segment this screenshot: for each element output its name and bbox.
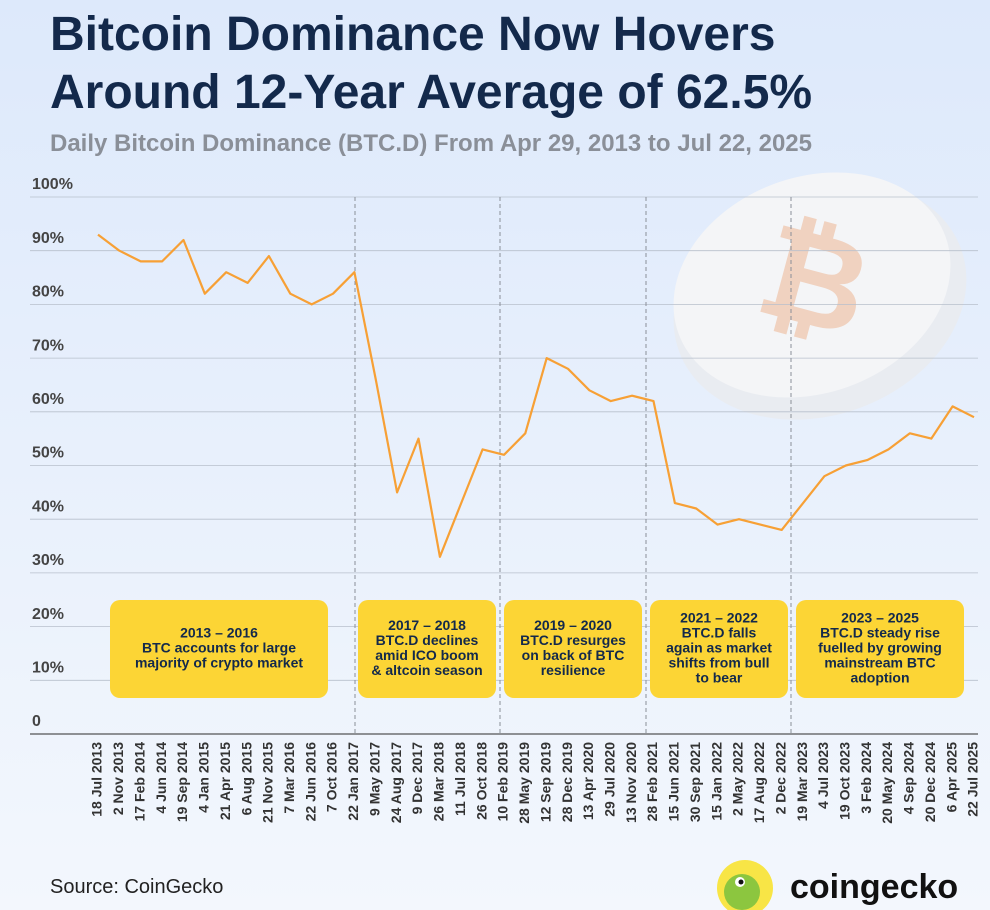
annotation-box [796, 600, 964, 698]
x-tick-label: 2 May 2022 [730, 742, 746, 816]
x-tick-label: 4 Sep 2024 [901, 742, 917, 815]
x-tick-label: 18 Jul 2013 [89, 742, 105, 817]
y-tick-label: 70% [32, 337, 64, 354]
y-tick-label: 30% [32, 552, 64, 569]
x-tick-label: 10 Feb 2019 [495, 742, 511, 822]
annotation-text: BTC.D falls [682, 625, 757, 641]
x-tick-label: 20 May 2024 [879, 742, 895, 824]
chart-subtitle: Daily Bitcoin Dominance (BTC.D) From Apr… [50, 130, 812, 157]
y-tick-label: 50% [32, 445, 64, 462]
x-tick-label: 22 Jun 2016 [302, 742, 318, 822]
x-tick-label: 17 Aug 2022 [751, 742, 767, 823]
era-dividers [354, 197, 792, 735]
annotation-box [504, 600, 642, 698]
annotation-text: BTC.D steady rise [820, 625, 940, 641]
x-tick-label: 4 Jul 2023 [815, 742, 831, 809]
annotation-text: shifts from bull [668, 655, 769, 671]
x-tick-label: 6 Aug 2015 [238, 742, 254, 816]
x-tick-label: 13 Nov 2020 [623, 742, 639, 823]
y-tick-label: 0 [32, 713, 41, 730]
x-tick-label: 19 Mar 2023 [794, 742, 810, 822]
annotation-text: majority of crypto market [135, 655, 303, 671]
x-tick-label: 9 Dec 2017 [409, 742, 425, 815]
dominance-line [97, 233, 975, 558]
chart-title: Bitcoin Dominance Now Hovers Around 12-Y… [50, 8, 813, 119]
x-tick-label: 29 Jul 2020 [601, 742, 617, 817]
x-tick-label: 21 Apr 2015 [217, 742, 233, 820]
annotation-text: adoption [850, 670, 909, 686]
annotation-title: 2017 – 2018 [388, 617, 466, 633]
x-tick-label: 17 Feb 2014 [131, 742, 147, 822]
x-tick-label: 22 Jan 2017 [345, 742, 361, 821]
x-tick-label: 13 Apr 2020 [580, 742, 596, 820]
y-tick-label: 40% [32, 498, 64, 515]
annotation-title: 2019 – 2020 [534, 617, 612, 633]
x-tick-label: 9 May 2017 [366, 742, 382, 816]
annotation-text: amid ICO boom [375, 647, 478, 663]
y-tick-label: 100% [32, 176, 73, 193]
annotation-title: 2021 – 2022 [680, 610, 758, 626]
annotation-box [358, 600, 496, 698]
x-tick-label: 7 Mar 2016 [281, 742, 297, 814]
y-tick-label: 20% [32, 606, 64, 623]
x-tick-label: 24 Aug 2017 [388, 742, 404, 823]
annotation-text: & altcoin season [371, 662, 482, 678]
annotation-title: 2023 – 2025 [841, 610, 919, 626]
y-tick-label: 10% [32, 660, 64, 677]
annotation-title: 2013 – 2016 [180, 625, 258, 641]
x-tick-label: 28 May 2019 [516, 742, 532, 824]
y-tick-label: 60% [32, 391, 64, 408]
x-tick-label: 11 Jul 2018 [452, 742, 468, 816]
x-tick-label: 12 Sep 2019 [537, 742, 553, 822]
x-tick-label: 20 Dec 2024 [922, 742, 938, 822]
x-tick-label: 26 Oct 2018 [473, 742, 489, 820]
x-tick-label: 30 Sep 2021 [687, 742, 703, 822]
x-tick-label: 3 Feb 2024 [858, 742, 874, 814]
annotation-text: BTC accounts for large [142, 640, 296, 656]
source: Source: CoinGecko [50, 876, 224, 898]
x-tick-label: 15 Jun 2021 [666, 742, 682, 822]
y-tick-label: 90% [32, 230, 64, 247]
x-tick-label: 28 Dec 2019 [559, 742, 575, 822]
annotation-text: resilience [541, 662, 606, 678]
x-tick-label: 6 Apr 2025 [943, 742, 959, 813]
x-tick-label: 22 Jul 2025 [965, 742, 981, 817]
y-tick-label: 80% [32, 284, 64, 301]
x-tick-label: 19 Sep 2014 [174, 742, 190, 822]
annotation-text: BTC.D declines [376, 632, 479, 648]
x-tick-label: 26 Mar 2018 [431, 742, 447, 822]
annotation-text: mainstream BTC [824, 655, 935, 671]
x-tick-label: 28 Feb 2021 [644, 742, 660, 822]
annotation-text: to bear [696, 670, 743, 686]
annotation-text: again as market [666, 640, 772, 656]
x-tick-label: 2 Dec 2022 [772, 742, 788, 815]
x-tick-label: 21 Nov 2015 [260, 742, 276, 823]
x-tick-label: 2 Nov 2013 [110, 742, 126, 815]
annotation-text: fuelled by growing [818, 640, 942, 656]
x-tick-label: 7 Oct 2016 [324, 742, 340, 812]
x-tick-label: 4 Jun 2014 [153, 742, 169, 814]
annotation-text: BTC.D resurges [520, 632, 626, 648]
x-tick-label: 15 Jan 2022 [708, 742, 724, 821]
annotation-box [110, 600, 328, 698]
annotation-box [650, 600, 788, 698]
annotation-text: on back of BTC [522, 647, 625, 663]
x-tick-label: 4 Jan 2015 [196, 742, 212, 813]
brand-logo [717, 860, 773, 910]
coin-decoration: ₿ [673, 172, 967, 420]
x-tick-label: 19 Oct 2023 [837, 742, 853, 820]
brand: coingecko [790, 868, 959, 906]
